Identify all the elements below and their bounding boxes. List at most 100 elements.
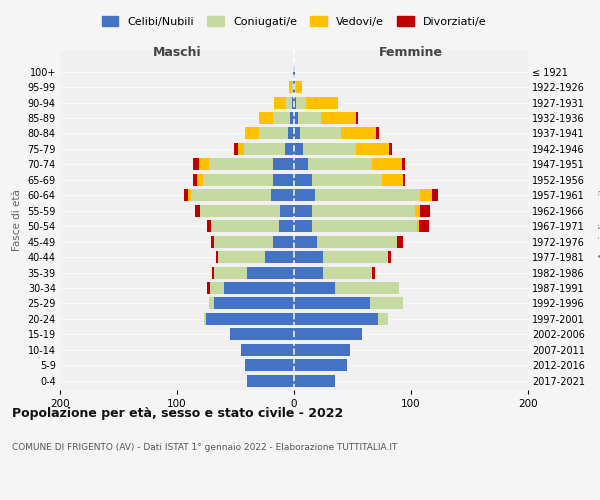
Bar [300, 128, 341, 140]
Bar [224, 282, 294, 294]
Bar [245, 359, 294, 372]
Bar [215, 251, 218, 263]
Bar [294, 158, 308, 170]
Bar [388, 251, 391, 263]
Bar [244, 143, 284, 155]
Bar [279, 220, 294, 232]
Bar [293, 66, 294, 78]
Bar [292, 81, 293, 93]
Bar [188, 189, 191, 202]
Bar [194, 204, 200, 217]
Text: Popolazione per età, sesso e stato civile - 2022: Popolazione per età, sesso e stato civil… [12, 408, 343, 420]
Bar [193, 158, 199, 170]
Bar [298, 112, 321, 124]
Bar [304, 143, 356, 155]
Bar [311, 174, 382, 186]
Bar [273, 174, 294, 186]
Bar [356, 112, 358, 124]
Bar [247, 374, 294, 387]
Bar [294, 359, 347, 372]
Bar [378, 313, 388, 325]
Bar [273, 112, 290, 124]
Bar [211, 236, 214, 248]
Bar [286, 96, 292, 108]
Bar [218, 251, 265, 263]
Bar [432, 189, 438, 202]
Bar [230, 328, 294, 340]
Bar [335, 282, 400, 294]
Bar [295, 81, 296, 93]
Bar [238, 143, 244, 155]
Bar [419, 220, 428, 232]
Bar [311, 204, 415, 217]
Bar [373, 266, 375, 278]
Bar [294, 282, 335, 294]
Bar [210, 282, 224, 294]
Bar [247, 266, 294, 278]
Bar [294, 204, 311, 217]
Bar [208, 220, 211, 232]
Bar [214, 266, 247, 278]
Bar [271, 189, 294, 202]
Bar [280, 204, 294, 217]
Legend: Celibi/Nubili, Coniugati/e, Vedovi/e, Divorziati/e: Celibi/Nubili, Coniugati/e, Vedovi/e, Di… [98, 13, 490, 30]
Bar [294, 328, 362, 340]
Bar [370, 298, 403, 310]
Bar [245, 128, 259, 140]
Bar [294, 189, 315, 202]
Bar [401, 158, 405, 170]
Bar [421, 189, 432, 202]
Bar [193, 174, 197, 186]
Text: Femmine: Femmine [379, 46, 443, 60]
Bar [191, 189, 271, 202]
Bar [421, 204, 430, 217]
Bar [209, 298, 214, 310]
Bar [341, 128, 376, 140]
Y-axis label: Fasce di età: Fasce di età [12, 189, 22, 251]
Bar [241, 344, 294, 356]
Bar [415, 204, 421, 217]
Bar [199, 158, 209, 170]
Bar [197, 174, 203, 186]
Bar [235, 143, 238, 155]
Bar [294, 66, 295, 78]
Bar [356, 143, 389, 155]
Bar [208, 282, 210, 294]
Bar [294, 96, 296, 108]
Bar [294, 112, 298, 124]
Bar [294, 220, 311, 232]
Bar [417, 220, 419, 232]
Bar [206, 313, 294, 325]
Bar [200, 204, 280, 217]
Bar [317, 236, 397, 248]
Bar [184, 189, 188, 202]
Bar [265, 251, 294, 263]
Bar [211, 220, 279, 232]
Bar [294, 174, 311, 186]
Bar [273, 236, 294, 248]
Bar [284, 143, 294, 155]
Bar [274, 96, 286, 108]
Bar [273, 158, 294, 170]
Text: COMUNE DI FRIGENTO (AV) - Dati ISTAT 1° gennaio 2022 - Elaborazione TUTTITALIA.I: COMUNE DI FRIGENTO (AV) - Dati ISTAT 1° … [12, 442, 397, 452]
Bar [294, 313, 378, 325]
Bar [373, 158, 401, 170]
Bar [292, 96, 294, 108]
Bar [294, 236, 317, 248]
Bar [311, 220, 417, 232]
Bar [294, 143, 304, 155]
Bar [289, 81, 292, 93]
Bar [382, 174, 403, 186]
Bar [203, 174, 273, 186]
Bar [294, 344, 350, 356]
Bar [296, 81, 302, 93]
Bar [376, 128, 379, 140]
Bar [321, 112, 356, 124]
Bar [293, 81, 294, 93]
Bar [296, 96, 306, 108]
Bar [212, 266, 214, 278]
Bar [294, 266, 323, 278]
Bar [288, 128, 294, 140]
Bar [259, 128, 288, 140]
Text: Maschi: Maschi [152, 46, 202, 60]
